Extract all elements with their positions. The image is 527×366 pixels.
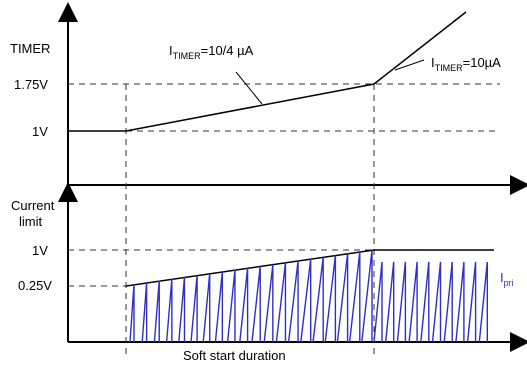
primary-current-pulse: [263, 264, 274, 343]
primary-current-pulse: [190, 275, 198, 343]
current-axis-label-line2: limit: [19, 214, 42, 229]
fast-timer-current-label: ITIMER=10µA: [431, 55, 501, 73]
timer-axis-label: TIMER: [10, 41, 50, 56]
primary-current-pulse: [455, 261, 465, 343]
primary-current-pulse: [420, 261, 430, 343]
primary-current-pulse: [443, 261, 453, 343]
primary-current-pulse: [312, 257, 324, 343]
current-limit-envelope: [125, 249, 494, 287]
primary-current-pulse: [178, 276, 186, 343]
primary-current-pulse: [324, 255, 337, 343]
slow-timer-current-label: ITIMER=10/4 µA: [169, 43, 254, 61]
tick-1v-lower: 1V: [32, 243, 48, 258]
primary-current-pulse: [336, 253, 349, 343]
primary-current-pulse: [431, 261, 442, 343]
primary-current-pulse: [408, 261, 418, 343]
primary-current-pulse: [141, 282, 148, 343]
tick-1v-upper: 1V: [32, 124, 48, 139]
tick-175v: 1.75V: [14, 77, 48, 92]
primary-current-pulse: [287, 260, 299, 343]
primary-current-pulse: [373, 261, 383, 343]
primary-current-pulse: [385, 261, 395, 343]
primary-current-pulses: [129, 249, 488, 343]
primary-current-pulse: [251, 266, 261, 343]
primary-current-pulse: [226, 269, 236, 343]
soft-start-duration-label: Soft start duration: [183, 348, 286, 363]
primary-current-pulse: [300, 258, 312, 343]
primary-current-pulse: [239, 267, 249, 343]
primary-current-pulse: [214, 271, 224, 343]
primary-current-pulse: [129, 284, 135, 343]
primary-current-pulse: [275, 262, 287, 343]
primary-current-pulse: [466, 261, 477, 343]
timer-voltage-waveform: [68, 11, 467, 132]
fast-current-leader: [394, 59, 425, 71]
primary-current-pulse: [202, 273, 211, 343]
primary-current-pulse: [348, 251, 361, 343]
ipri-label: Ipri: [500, 270, 514, 288]
primary-current-pulse: [478, 261, 488, 343]
primary-current-pulse: [165, 278, 173, 343]
current-axis-label-line1: Current: [11, 198, 55, 213]
primary-current-pulse: [396, 261, 407, 343]
tick-025v: 0.25V: [18, 278, 52, 293]
slow-current-leader: [235, 71, 263, 105]
primary-current-pulse: [153, 280, 160, 343]
primary-current-pulse: [361, 249, 373, 343]
